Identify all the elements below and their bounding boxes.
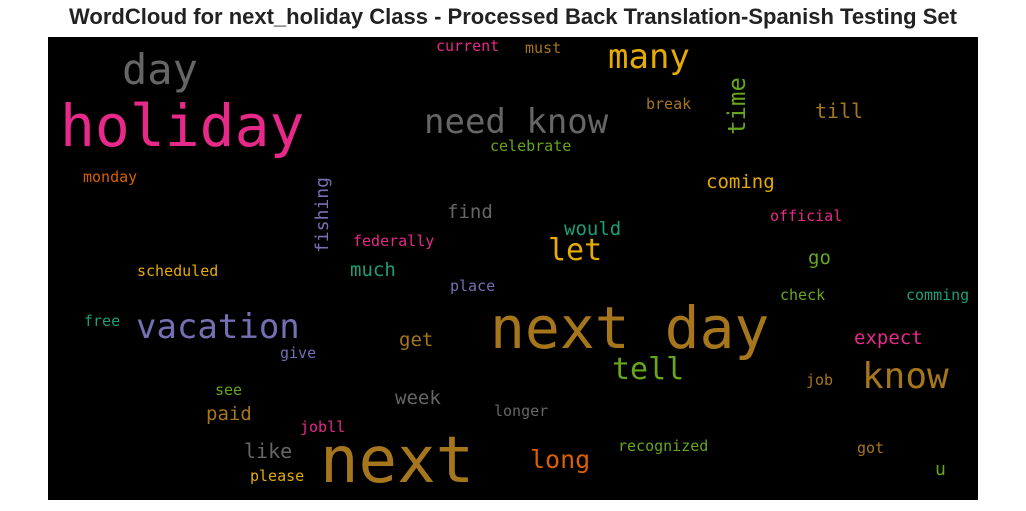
word-vacation: vacation — [136, 307, 300, 347]
word-got: got — [857, 439, 885, 457]
word-till: till — [815, 99, 864, 123]
word-week: week — [395, 387, 441, 409]
word-many: many — [608, 37, 690, 77]
word-federally: federally — [353, 232, 435, 250]
word-monday: monday — [83, 168, 138, 186]
word-current: current — [436, 37, 500, 55]
word-longer: longer — [494, 402, 549, 420]
word-give: give — [280, 344, 317, 362]
word-find: find — [447, 201, 493, 223]
wordcloud-canvas: holiday next next day day need know vacation m… — [48, 37, 978, 500]
word-free: free — [84, 312, 121, 330]
word-expect: expect — [854, 327, 923, 349]
word-holiday: holiday — [60, 92, 305, 160]
word-paid: paid — [206, 403, 252, 425]
word-day: day — [122, 45, 198, 94]
word-scheduled: scheduled — [137, 262, 219, 280]
word-job: job — [806, 371, 834, 389]
word-fishing: fishing — [311, 177, 333, 253]
word-coming: coming — [706, 171, 775, 193]
word-see: see — [215, 381, 243, 399]
word-tell: tell — [612, 352, 685, 387]
word-please: please — [250, 467, 305, 485]
word-know: know — [862, 356, 949, 397]
word-let: let — [548, 233, 603, 268]
word-official: official — [770, 207, 843, 225]
word-check: check — [780, 286, 826, 304]
word-time: time — [722, 77, 751, 135]
word-much: much — [350, 259, 396, 281]
word-next-day: next day — [490, 294, 770, 362]
word-need-know: need know — [424, 102, 609, 142]
word-u: u — [935, 459, 946, 480]
chart-title: WordCloud for next_holiday Class - Proce… — [69, 4, 957, 29]
word-long: long — [530, 445, 591, 474]
word-must: must — [525, 39, 562, 57]
word-next: next — [320, 424, 475, 498]
word-comming: comming — [906, 286, 970, 304]
word-recognized: recognized — [618, 437, 709, 455]
word-would: would — [564, 218, 622, 240]
word-like: like — [244, 439, 293, 463]
word-break: break — [646, 95, 692, 113]
word-jobll: jobll — [300, 418, 346, 436]
word-celebrate: celebrate — [490, 137, 572, 155]
word-go: go — [808, 247, 831, 269]
word-place: place — [450, 277, 496, 295]
word-get: get — [399, 329, 434, 351]
